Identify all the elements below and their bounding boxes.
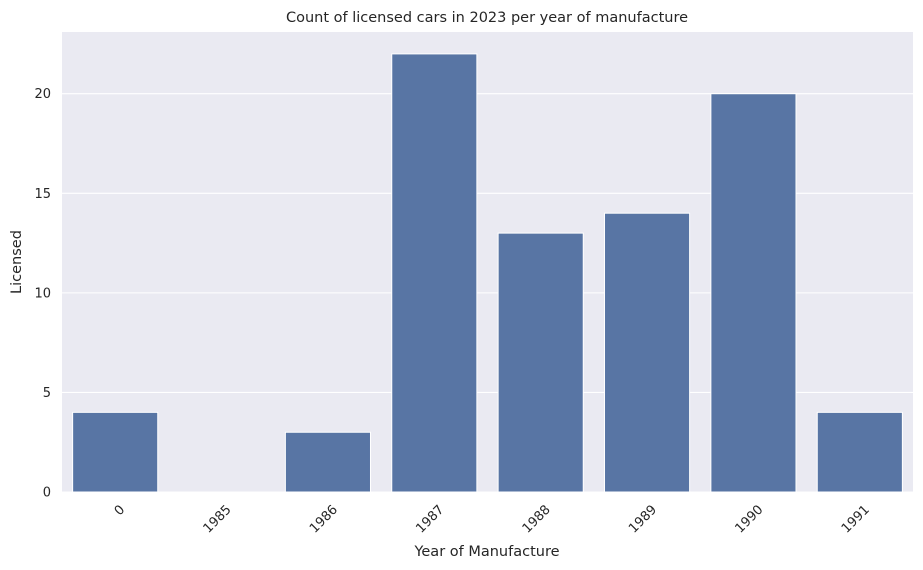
bar-1990 <box>710 93 797 493</box>
bar-0 <box>72 411 159 493</box>
bar-1989 <box>604 212 691 493</box>
bar-1991 <box>816 411 903 493</box>
x-tick-label: 0 <box>112 502 128 518</box>
y-tick-label: 20 <box>34 87 51 102</box>
x-axis-label: Year of Manufacture <box>413 544 559 560</box>
x-axis-ticks: 0 1985 1986 1987 1988 1989 1990 1991 <box>112 502 873 536</box>
y-axis-ticks: 0 5 10 15 20 <box>34 87 51 500</box>
x-tick-label: 1989 <box>626 502 660 536</box>
x-tick-label: 1986 <box>307 502 341 536</box>
bar-1988 <box>497 232 584 493</box>
chart-title: Count of licensed cars in 2023 per year … <box>286 10 688 26</box>
x-tick-label: 1985 <box>201 502 235 536</box>
x-tick-label: 1988 <box>520 502 554 536</box>
y-tick-label: 5 <box>43 386 51 401</box>
x-tick-label: 1991 <box>839 502 873 536</box>
y-tick-label: 0 <box>43 486 51 501</box>
x-tick-label: 1990 <box>732 502 766 536</box>
y-axis-label: Licensed <box>9 230 25 294</box>
bar-1987 <box>391 53 478 493</box>
x-tick-label: 1987 <box>413 502 447 536</box>
y-tick-label: 10 <box>34 286 51 301</box>
bars <box>72 53 903 493</box>
y-tick-label: 15 <box>34 187 51 202</box>
bar-1986 <box>284 431 371 493</box>
